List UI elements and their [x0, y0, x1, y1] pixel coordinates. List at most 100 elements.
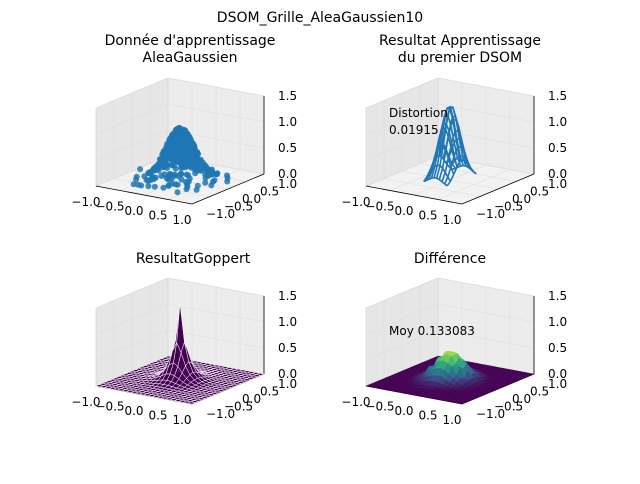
y-axis-line: [191, 173, 265, 205]
gridline: [365, 103, 535, 135]
x-tick-label: −1.0: [341, 395, 370, 409]
scatter-point: [165, 182, 172, 189]
gridline: [95, 129, 265, 161]
y-tick-label: −1.0: [476, 207, 505, 221]
y-tick-label: 0.5: [530, 185, 549, 199]
scatter-point: [155, 167, 162, 174]
scatter-point: [202, 166, 209, 173]
x-tick-label: −0.5: [95, 200, 124, 214]
gridline: [365, 303, 535, 335]
gridline: [95, 303, 265, 335]
z-tick-label: 0.5: [548, 141, 567, 155]
y-axis-line: [461, 173, 535, 205]
gridline: [95, 277, 265, 309]
scatter-point: [224, 178, 231, 185]
y-tick-label: 1.0: [548, 177, 567, 191]
y-tick-label: 0.5: [260, 185, 279, 199]
panel-goppert-result: ResultatGoppert −1.0−0.5 0.0 0.5 1.0 −1.0−0.…: [71, 251, 297, 427]
scatter-point: [138, 182, 145, 189]
mean-difference-annotation: Moy 0.133083: [389, 324, 475, 338]
z-tick-label: 0.0: [548, 367, 567, 381]
panel-difference: Différence −1.0−0.5 0.0 0.5 1.0 −1.0−0.50.00…: [341, 251, 567, 427]
wireframe-line: [423, 176, 448, 187]
z-tick-label: 1.0: [548, 315, 567, 329]
y-tick-label: 1.0: [278, 177, 297, 191]
panel-title-line-2: du premier DSOM: [398, 50, 522, 66]
x-tick-label: −0.5: [95, 400, 124, 414]
x-tick-label: −1.0: [71, 395, 100, 409]
z-tick-label: 0.5: [548, 341, 567, 355]
scatter-point: [172, 165, 179, 172]
z-tick-label: 1.5: [548, 89, 567, 103]
gridline: [365, 77, 535, 109]
x-axis-line: [365, 185, 463, 205]
distortion-label: Distortion: [389, 106, 448, 120]
y-tick-label: −0.5: [494, 400, 523, 414]
x-tick-label: 1.0: [172, 213, 191, 227]
scatter-point: [193, 186, 200, 193]
scatter-point: [208, 182, 215, 189]
x-tick-label: 1.0: [442, 213, 461, 227]
scatter-point: [145, 178, 151, 185]
z-tick-label: 1.5: [278, 289, 297, 303]
panel-first-dsom: Resultat Apprentissage du premier DSOM −…: [341, 33, 567, 227]
scatter-point: [178, 176, 185, 183]
scatter-point: [188, 164, 195, 171]
y-tick-label: −1.0: [206, 407, 235, 421]
x-tick-label: 0.5: [418, 409, 437, 423]
z-tick-label: 1.5: [548, 289, 567, 303]
x-axis-line: [95, 185, 193, 205]
scatter-point: [158, 173, 165, 179]
z-tick-label: 1.0: [548, 115, 567, 129]
panel-title-line-1: Resultat Apprentissage: [379, 33, 541, 49]
y-tick-label: −1.0: [206, 207, 235, 221]
scatter-point: [137, 166, 144, 173]
panel-training-data: Donnée d'apprentissage AleaGaussien −1.0…: [71, 33, 297, 227]
scatter-point: [175, 151, 182, 158]
z-tick-label: 0.0: [278, 167, 297, 181]
x-tick-label: 0.0: [124, 404, 143, 418]
y-tick-label: −0.5: [224, 200, 253, 214]
scatter-point: [174, 189, 181, 196]
x-tick-label: −0.5: [365, 400, 394, 414]
scatter-point: [151, 183, 158, 190]
scatter-point: [133, 176, 140, 183]
panel-title: ResultatGoppert: [136, 251, 251, 267]
panel-title-line-2: AleaGaussien: [143, 50, 238, 66]
figure-title: DSOM_Grille_AleaGaussien10: [217, 10, 423, 26]
z-tick-label: 1.0: [278, 315, 297, 329]
x-tick-label: 0.5: [148, 209, 167, 223]
gridline: [95, 329, 265, 361]
y-tick-label: 1.0: [278, 377, 297, 391]
x-tick-label: 0.0: [394, 404, 413, 418]
z-tick-label: 1.5: [278, 89, 297, 103]
y-tick-label: 0.5: [260, 385, 279, 399]
scatter-point: [202, 175, 209, 181]
z-tick-label: 1.0: [278, 115, 297, 129]
panel-title-line-1: Donnée d'apprentissage: [105, 33, 276, 49]
wireframe-line: [448, 154, 474, 173]
wireframe-line: [439, 105, 465, 161]
scatter-point: [185, 139, 192, 146]
panel-title: Différence: [414, 251, 486, 267]
scatter-point: [151, 167, 158, 174]
y-tick-label: 0.0: [512, 392, 531, 406]
x-tick-label: 0.0: [124, 204, 143, 218]
scatter-point: [160, 184, 167, 191]
gridline: [95, 77, 265, 109]
distortion-value: 0.01915: [389, 123, 439, 137]
x-tick-label: −0.5: [365, 200, 394, 214]
scatter-point: [202, 179, 209, 186]
scatter-point: [183, 186, 190, 193]
y-tick-label: 1.0: [548, 377, 567, 391]
y-tick-label: −0.5: [494, 200, 523, 214]
surface-patch: [186, 401, 197, 405]
z-tick-label: 0.0: [278, 367, 297, 381]
x-tick-label: 0.5: [418, 209, 437, 223]
x-tick-label: −1.0: [341, 195, 370, 209]
z-tick-label: 0.0: [548, 167, 567, 181]
z-tick-label: 0.5: [278, 341, 297, 355]
x-tick-label: 1.0: [442, 413, 461, 427]
